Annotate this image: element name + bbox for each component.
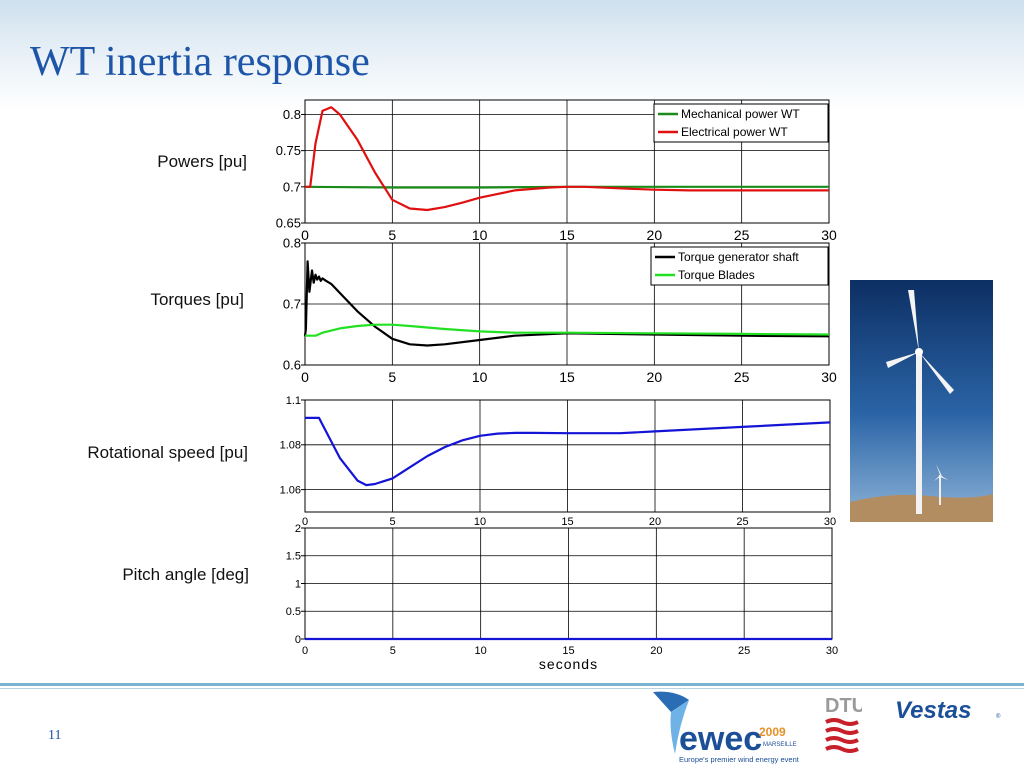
x-tick-label: 5 — [388, 369, 396, 385]
x-tick-label: 15 — [562, 645, 574, 657]
dtu-logo: DTU — [825, 695, 862, 753]
x-tick-label: 10 — [472, 369, 488, 385]
wind-turbine-photo — [850, 280, 993, 522]
dtu-name: DTU — [825, 695, 862, 717]
x-tick-label: 5 — [389, 516, 395, 528]
powers-label: Powers [pu] — [157, 152, 247, 171]
series-line-2 — [305, 323, 830, 337]
ewec-city: MARSEILLE — [763, 742, 797, 748]
y-tick-label: 1.1 — [286, 395, 301, 407]
y-tick-label: 1.5 — [286, 551, 301, 563]
x-tick-label: 20 — [650, 645, 662, 657]
x-tick-label: 10 — [472, 227, 488, 243]
svg-text:®: ® — [996, 713, 1001, 720]
legend-label: Electrical power WT — [681, 125, 788, 139]
x-tick-label: 0 — [301, 369, 309, 385]
ewec-name: ewec — [679, 720, 762, 758]
y-tick-label: 0 — [295, 634, 301, 646]
legend-box — [653, 103, 829, 143]
y-tick-label: 0.65 — [276, 216, 301, 231]
x-tick-label: 0 — [301, 227, 309, 243]
x-tick-label: 30 — [824, 516, 836, 528]
torques-label: Torques [pu] — [150, 290, 244, 309]
vestas-logo: Vestas ® — [895, 697, 1001, 724]
vestas-name: Vestas — [895, 697, 972, 724]
ewec-tagline: Europe's premier wind energy event — [679, 755, 800, 764]
y-tick-label: 0.7 — [283, 179, 301, 194]
chart-1: 0.65 0.7 0.75 0.8 0 5 10 15 20 25 30 Mechanical pow… — [276, 99, 837, 243]
footer-divider — [0, 683, 1024, 686]
rotational-speed-label: Rotational speed [pu] — [87, 443, 248, 462]
x-tick-label: 0 — [302, 516, 308, 528]
ewec-logo: ewec 2009 MARSEILLE Europe's premier win… — [653, 691, 800, 764]
x-tick-label: 10 — [474, 516, 486, 528]
x-tick-label: 25 — [736, 516, 748, 528]
legend-label: Torque generator shaft — [678, 250, 799, 264]
series-line-2 — [305, 106, 829, 212]
x-tick-label: 15 — [559, 227, 575, 243]
chart-3: 1.06 1.08 1.1 0 5 10 15 20 25 30 — [280, 395, 837, 528]
legend-label: Mechanical power WT — [681, 107, 800, 121]
y-tick-label: 1.06 — [280, 484, 301, 496]
y-tick-label: 0.8 — [283, 236, 301, 251]
y-tick-label: 0.75 — [276, 143, 301, 158]
page-number: 11 — [48, 728, 62, 743]
series-line-1 — [303, 260, 830, 347]
x-tick-label: 25 — [734, 227, 750, 243]
x-tick-label: 0 — [302, 645, 308, 657]
x-tick-label: 30 — [826, 645, 838, 657]
x-tick-label: 20 — [647, 227, 663, 243]
legend-box — [650, 246, 829, 286]
y-tick-label: 2 — [295, 523, 301, 535]
chart-legend: Torque generator shaft Torque Blades — [650, 246, 829, 286]
x-tick-label: 20 — [649, 516, 661, 528]
x-tick-label: 10 — [475, 645, 487, 657]
y-tick-label: 0.6 — [283, 358, 301, 373]
y-tick-label: 1.08 — [280, 440, 301, 452]
footer-divider-thin — [0, 688, 1024, 689]
x-axis-label: seconds — [539, 656, 598, 672]
x-tick-label: 15 — [561, 516, 573, 528]
x-tick-label: 20 — [647, 369, 663, 385]
series-line-1 — [305, 416, 831, 487]
y-tick-label: 1 — [295, 578, 301, 590]
x-tick-label: 30 — [821, 227, 837, 243]
x-tick-label: 25 — [738, 645, 750, 657]
x-tick-label: 5 — [390, 645, 396, 657]
slide-title: WT inertia response — [30, 39, 370, 85]
x-tick-label: 30 — [821, 369, 837, 385]
x-tick-label: 15 — [559, 369, 575, 385]
y-tick-label: 0.8 — [283, 107, 301, 122]
y-tick-label: 0.7 — [283, 297, 301, 312]
ewec-year: 2009 — [759, 725, 786, 739]
x-tick-label: 25 — [734, 369, 750, 385]
pitch-angle-label: Pitch angle [deg] — [122, 565, 249, 584]
legend-label: Torque Blades — [678, 268, 755, 282]
chart-legend: Mechanical power WT Electrical power WT — [653, 103, 829, 143]
x-tick-label: 5 — [388, 227, 396, 243]
y-tick-label: 0.5 — [286, 606, 301, 618]
header-background — [0, 0, 1024, 110]
chart-2: 0.6 0.7 0.8 0 5 10 15 20 25 30 Torque generator sh… — [283, 236, 837, 385]
